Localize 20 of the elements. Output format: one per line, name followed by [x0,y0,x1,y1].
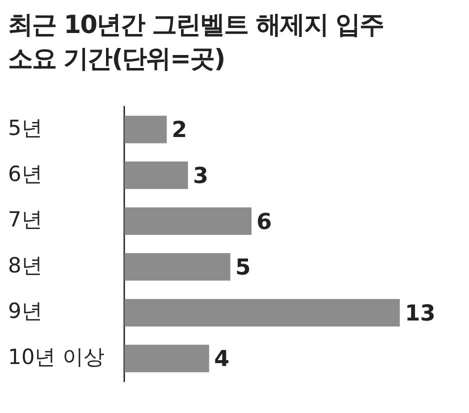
bar [124,344,210,372]
data-label: 6 [256,210,272,235]
data-label: 3 [192,164,208,190]
y-tick-label: 10년 이상 [8,344,104,369]
data-label: 2 [172,118,188,144]
bar [124,207,252,235]
data-label: 4 [214,347,230,372]
bar [124,116,167,144]
bar [124,298,400,326]
y-tick-label: 9년 [8,299,42,324]
chart-title: 최근 10년간 그린벨트 해제지 입주 [8,10,384,39]
bar [124,253,230,281]
bar [124,162,188,190]
y-tick-label: 7년 [8,208,42,232]
data-label: 13 [404,301,436,326]
chart-subtitle: 소요 기간(단위=곳) [8,43,226,75]
y-tick-label: 5년 [8,116,42,140]
y-tick-label: 8년 [8,253,42,278]
data-label: 5 [235,256,251,281]
y-tick-label: 6년 [8,162,42,186]
